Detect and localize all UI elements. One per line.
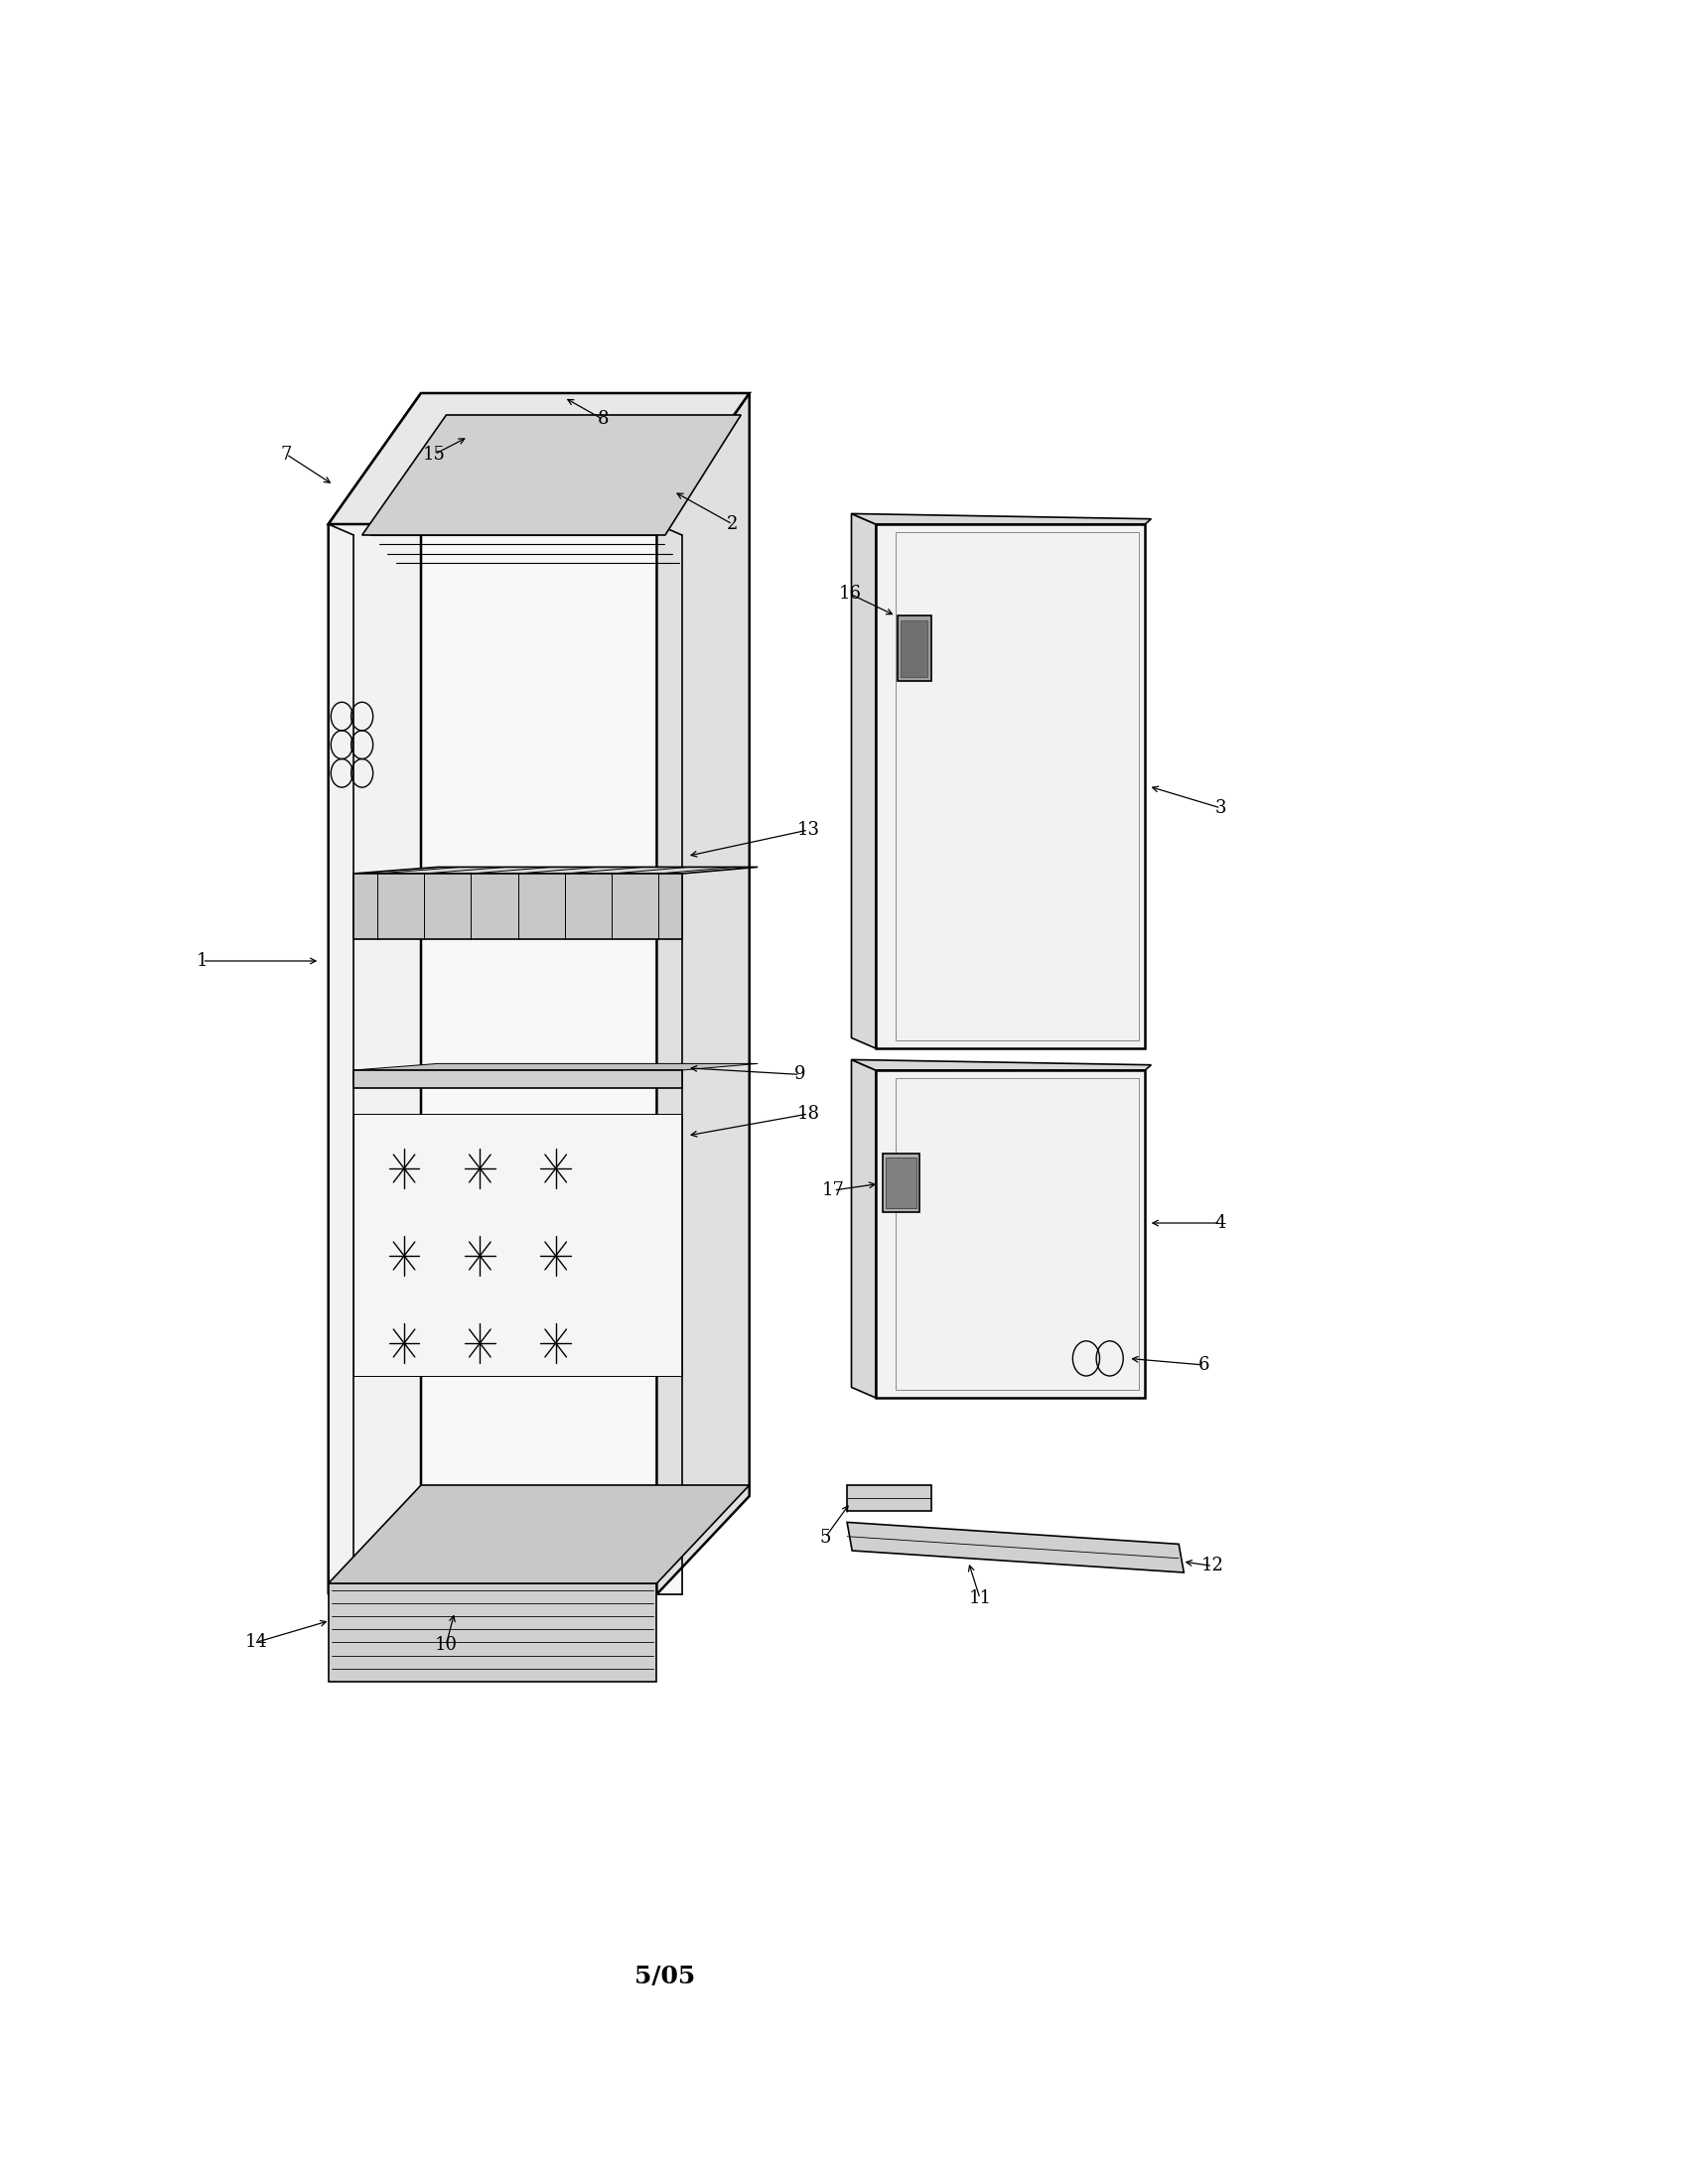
Polygon shape [886, 1158, 916, 1208]
Text: 2: 2 [727, 515, 738, 533]
Polygon shape [328, 1485, 749, 1583]
Polygon shape [328, 393, 421, 1594]
Polygon shape [354, 874, 682, 939]
Polygon shape [852, 513, 876, 1048]
Polygon shape [328, 1583, 657, 1682]
Polygon shape [852, 1059, 876, 1398]
Polygon shape [354, 1114, 682, 1376]
Text: 3: 3 [1216, 799, 1226, 817]
Polygon shape [354, 867, 758, 874]
Polygon shape [657, 393, 749, 1594]
Polygon shape [876, 524, 1145, 1048]
Text: 15: 15 [423, 446, 446, 463]
Text: 10: 10 [434, 1636, 458, 1653]
Text: 4: 4 [1216, 1214, 1226, 1232]
Text: 5/05: 5/05 [635, 1966, 695, 1987]
Polygon shape [328, 393, 749, 524]
Polygon shape [362, 415, 741, 535]
Polygon shape [898, 616, 931, 681]
Text: 9: 9 [795, 1066, 805, 1083]
Polygon shape [901, 620, 928, 677]
Polygon shape [354, 535, 682, 1594]
Polygon shape [852, 1059, 1152, 1070]
Text: 8: 8 [598, 411, 608, 428]
Polygon shape [354, 1070, 682, 1088]
Polygon shape [852, 513, 1152, 524]
Polygon shape [882, 1153, 919, 1212]
Text: 1: 1 [197, 952, 207, 970]
Text: 16: 16 [839, 585, 862, 603]
Text: 18: 18 [797, 1105, 820, 1123]
Text: 6: 6 [1199, 1356, 1209, 1374]
Polygon shape [847, 1522, 1184, 1572]
Text: 11: 11 [968, 1590, 992, 1607]
Text: 17: 17 [822, 1182, 845, 1199]
Text: 13: 13 [797, 821, 820, 839]
Text: 14: 14 [244, 1634, 268, 1651]
Polygon shape [876, 1070, 1145, 1398]
Text: 7: 7 [281, 446, 291, 463]
Polygon shape [354, 1064, 758, 1070]
Text: 5: 5 [820, 1529, 830, 1546]
Text: 12: 12 [1201, 1557, 1224, 1575]
Polygon shape [847, 1485, 931, 1511]
